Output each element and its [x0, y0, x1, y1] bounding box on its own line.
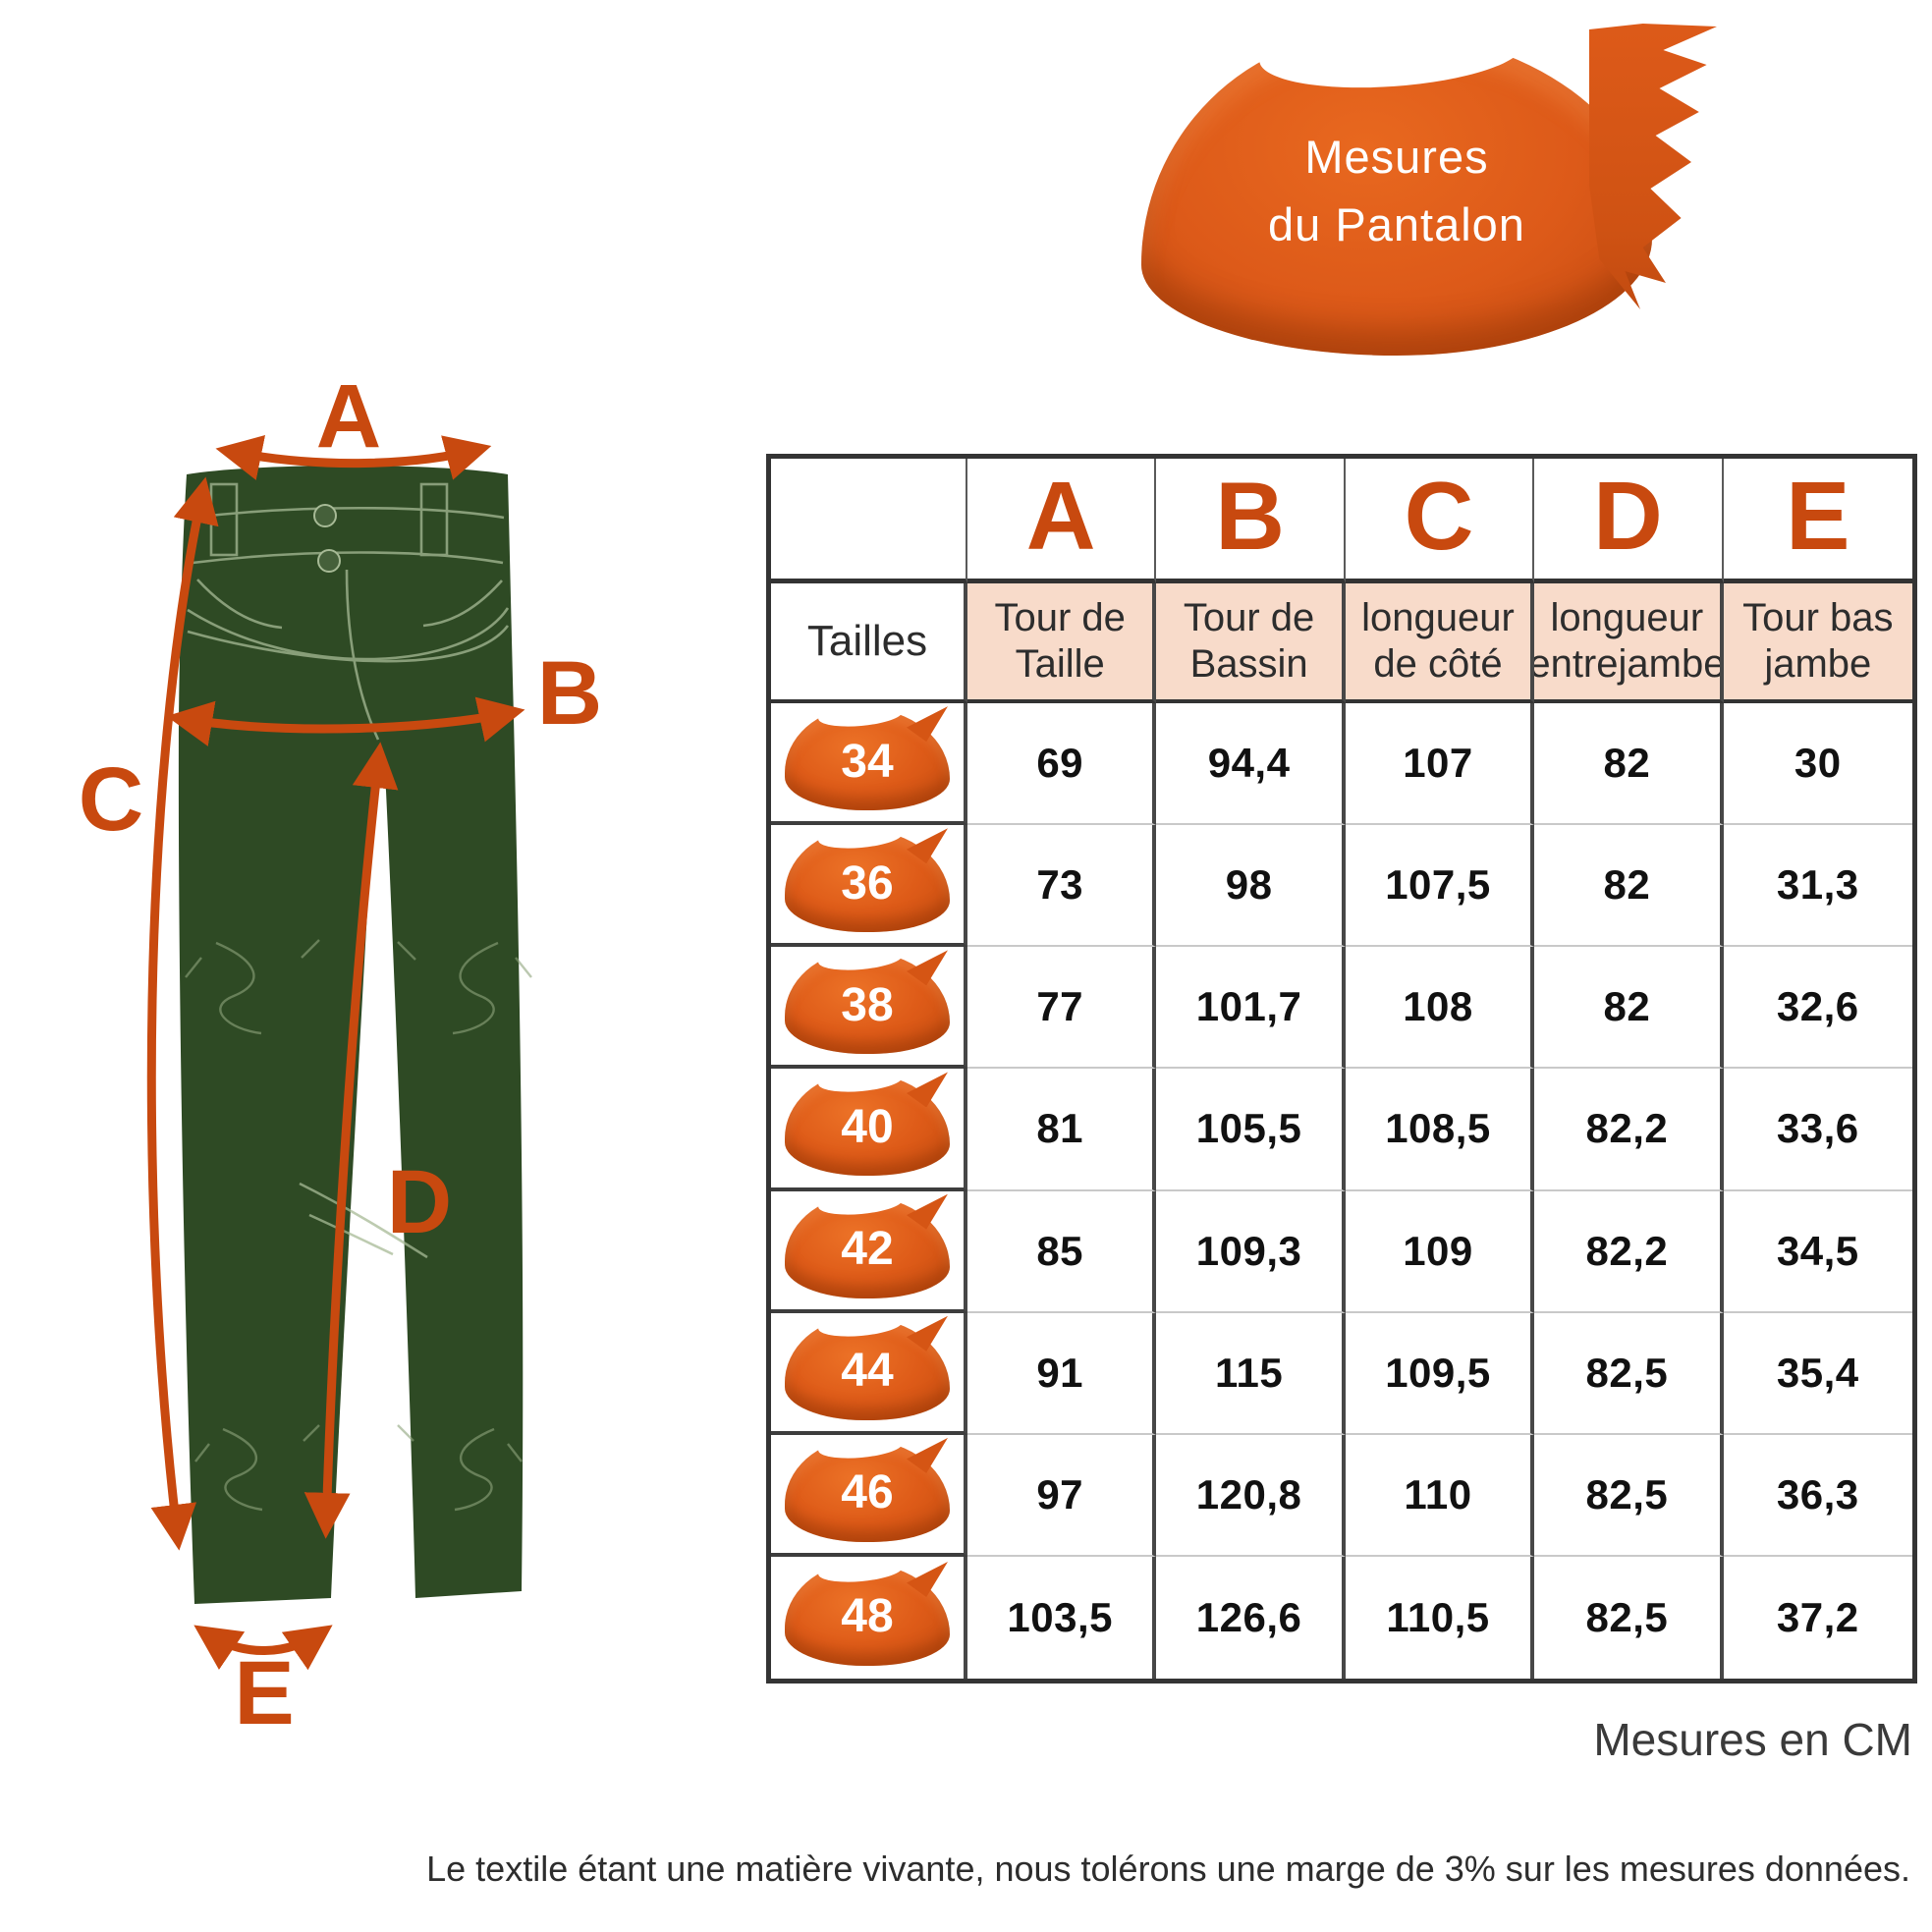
size-badge: 44	[785, 1312, 950, 1420]
page-title: Mesures du Pantalon	[1151, 43, 1642, 338]
measure-value: 77	[967, 947, 1157, 1070]
measure-value: 82	[1534, 825, 1724, 948]
diagram-label-C: C	[79, 749, 143, 850]
measure-value: 30	[1723, 703, 1912, 826]
table-row-size-cell: 42	[771, 1190, 967, 1313]
size-label: 40	[841, 1100, 894, 1153]
measure-value: 36,3	[1723, 1434, 1912, 1557]
title-swash: Mesures du Pantalon	[1141, 8, 1717, 365]
measurements-table: A B C D E Tailles Tour de Taille Tour de…	[766, 454, 1917, 1684]
measure-value: 82,2	[1534, 1190, 1724, 1313]
size-label: 34	[841, 735, 894, 788]
column-letter-B: B	[1156, 459, 1346, 583]
measure-value: 108	[1345, 947, 1535, 1070]
table-row-size-cell: 36	[771, 825, 967, 948]
measure-value: 110,5	[1345, 1556, 1535, 1679]
size-label: 48	[841, 1590, 894, 1643]
measure-value: 107,5	[1345, 825, 1535, 948]
measure-value: 82,5	[1534, 1556, 1724, 1679]
size-badge: 46	[785, 1434, 950, 1542]
diagram-label-B: B	[537, 643, 602, 744]
sizes-column-header: Tailles	[771, 583, 967, 703]
column-letter-C: C	[1345, 459, 1535, 583]
measure-value: 81	[967, 1069, 1157, 1191]
measure-value: 69	[967, 703, 1157, 826]
size-badge: 34	[785, 703, 950, 811]
measure-value: 82,5	[1534, 1312, 1724, 1435]
measure-value: 103,5	[967, 1556, 1157, 1679]
measure-value: 109,3	[1156, 1190, 1346, 1313]
table-row-size-cell: 34	[771, 703, 967, 826]
size-badge: 38	[785, 947, 950, 1055]
arrow-A-waist	[215, 435, 492, 480]
measure-value: 109,5	[1345, 1312, 1535, 1435]
size-label: 44	[841, 1345, 894, 1398]
measure-value: 120,8	[1156, 1434, 1346, 1557]
diagram-label-D: D	[387, 1152, 452, 1252]
measure-value: 73	[967, 825, 1157, 948]
tolerance-disclaimer: Le textile étant une matière vivante, no…	[426, 1849, 1910, 1889]
size-badge: 42	[785, 1190, 950, 1298]
measure-value: 82	[1534, 947, 1724, 1070]
measure-value: 115	[1156, 1312, 1346, 1435]
table-row-size-cell: 38	[771, 947, 967, 1070]
page-title-line2: du Pantalon	[1268, 198, 1525, 250]
measure-value: 34,5	[1723, 1190, 1912, 1313]
measure-value: 110	[1345, 1434, 1535, 1557]
page-title-line1: Mesures	[1304, 131, 1489, 183]
measure-value: 91	[967, 1312, 1157, 1435]
measure-value: 108,5	[1345, 1069, 1535, 1191]
measure-value: 85	[967, 1190, 1157, 1313]
table-corner-cell	[771, 459, 967, 583]
column-header-side-length: longueur de côté	[1345, 583, 1535, 703]
diagram-label-A: A	[316, 368, 381, 467]
table-row-size-cell: 48	[771, 1556, 967, 1679]
column-header-hip: Tour de Bassin	[1156, 583, 1346, 703]
table-row-size-cell: 40	[771, 1069, 967, 1191]
measure-value: 35,4	[1723, 1312, 1912, 1435]
arrow-C-side-length	[146, 476, 219, 1551]
measure-value: 82	[1534, 703, 1724, 826]
column-letter-D: D	[1534, 459, 1724, 583]
units-note: Mesures en CM	[1593, 1714, 1912, 1765]
column-letter-A: A	[967, 459, 1157, 583]
size-badge: 36	[785, 825, 950, 933]
size-label: 46	[841, 1466, 894, 1519]
arrow-D-inseam	[304, 742, 399, 1539]
measure-value: 31,3	[1723, 825, 1912, 948]
measure-value: 32,6	[1723, 947, 1912, 1070]
size-badge: 48	[785, 1556, 950, 1666]
diagram-label-E: E	[234, 1643, 294, 1743]
measure-value: 109	[1345, 1190, 1535, 1313]
arrow-B-hip	[166, 696, 525, 746]
table-row-size-cell: 46	[771, 1434, 967, 1557]
measure-value: 126,6	[1156, 1556, 1346, 1679]
pants-measurement-diagram: A B C D E	[79, 368, 602, 1743]
measure-value: 98	[1156, 825, 1346, 948]
measure-value: 33,6	[1723, 1069, 1912, 1191]
size-label: 36	[841, 856, 894, 910]
table-row-size-cell: 44	[771, 1312, 967, 1435]
column-header-leg-opening: Tour bas jambe	[1723, 583, 1912, 703]
measure-value: 101,7	[1156, 947, 1346, 1070]
size-badge: 40	[785, 1069, 950, 1177]
measure-value: 94,4	[1156, 703, 1346, 826]
column-header-waist: Tour de Taille	[967, 583, 1157, 703]
measure-value: 97	[967, 1434, 1157, 1557]
size-label: 38	[841, 978, 894, 1031]
column-header-inseam: longueur entrejambe	[1534, 583, 1724, 703]
measure-value: 105,5	[1156, 1069, 1346, 1191]
measure-value: 82,5	[1534, 1434, 1724, 1557]
arrow-E-leg-opening	[193, 1625, 333, 1671]
size-label: 42	[841, 1223, 894, 1276]
measure-value: 37,2	[1723, 1556, 1912, 1679]
column-letter-E: E	[1723, 459, 1912, 583]
measure-value: 82,2	[1534, 1069, 1724, 1191]
measure-value: 107	[1345, 703, 1535, 826]
